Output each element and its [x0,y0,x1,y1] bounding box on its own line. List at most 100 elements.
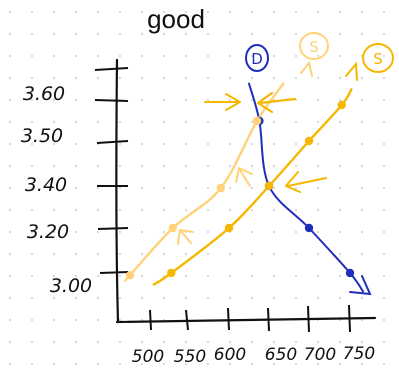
grid-dot [141,165,143,167]
grid-dot [9,275,11,277]
grid-dot [295,187,297,189]
grid-dot [383,165,385,167]
grid-dot [9,121,11,123]
grid-dot [163,55,165,57]
x-tick-mark [185,309,189,331]
demand-label-circle [245,44,269,72]
grid-dot [383,319,385,321]
grid-dot [295,297,297,299]
data-point [345,268,355,278]
grid-dot [383,55,385,57]
grid-dot [295,77,297,79]
grid-dot [185,99,187,101]
grid-dot [339,165,341,167]
grid-dot [361,33,363,35]
grid-dot [75,209,77,211]
x-tick-group: 500 550 600 650 700 750 [132,304,375,367]
grid-dot [295,55,297,57]
grid-dot [185,77,187,79]
grid-dot [53,297,55,299]
grid-dot [75,165,77,167]
grid-dot [185,121,187,123]
grid-dot [141,253,143,255]
y-tick-label: 3.60 [23,83,65,105]
grid-dot [295,33,297,35]
grid-dot [383,363,385,365]
grid-dot [119,77,121,79]
grid-dot [53,77,55,79]
grid-dot [317,55,319,57]
y-tick-mark [99,271,129,274]
grid-dot [9,77,11,79]
grid-dot [97,55,99,57]
grid-dot [361,319,363,321]
equilibrium-arrow-left-icon [204,93,241,111]
grid-dot [207,77,209,79]
grid-dot [361,209,363,211]
grid-dot [75,231,77,233]
grid-dot [141,11,143,13]
grid-dot [251,231,253,233]
grid-dot [185,187,187,189]
grid-dot [207,143,209,145]
grid-dot [383,121,385,123]
grid-dot [273,231,275,233]
grid-dot [9,99,11,101]
grid-dot [75,143,77,145]
arrowheads [300,60,372,296]
x-tick-label: 550 [174,347,206,367]
x-tick-label: 700 [304,345,336,365]
grid-dot [317,165,319,167]
grid-dot [141,33,143,35]
grid-dot [383,77,385,79]
grid-dot [273,341,275,343]
grid-dot [229,253,231,255]
grid-dot [163,297,165,299]
data-point [168,223,177,233]
grid-dot [75,275,77,277]
grid-dot [141,319,143,321]
grid-dot [229,165,231,167]
supply-light-label: S [309,38,319,56]
grid-dot [31,341,33,343]
grid-dot [317,209,319,211]
x-tick-label: 500 [132,347,164,367]
grid-dot [207,55,209,57]
grid-dot [119,33,121,35]
x-tick-label: 650 [265,345,297,365]
grid-dot [251,275,253,277]
grid-dot [339,253,341,255]
grid-dot [273,143,275,145]
grid-dot [75,11,77,13]
grid-dot [31,275,33,277]
grid-dot [163,99,165,101]
grid-dot [119,297,121,299]
grid-dot [273,253,275,255]
x-tick-mark [267,307,270,332]
grid-dot [97,121,99,123]
supply-label-circle [362,43,394,73]
grid-dot [361,341,363,343]
grid-dot [119,55,121,57]
grid-dot [9,165,11,167]
grid-dot [317,231,319,233]
grid-dot [229,363,231,365]
grid-dot [383,275,385,277]
grid-dot [185,11,187,13]
grid-dot [207,33,209,35]
grid-dot [339,297,341,299]
grid-dot [163,187,165,189]
grid-dot [207,99,209,101]
grid-dot [9,55,11,57]
grid-dot [97,319,99,321]
grid-dot [119,363,121,365]
grid-dot [75,33,77,35]
grid-dot [9,319,11,321]
data-point [167,268,176,278]
grid-dot [361,231,363,233]
grid-dot [119,319,121,321]
grid-dot [273,121,275,123]
grid-dot [339,363,341,365]
x-tick-mark [227,307,230,331]
grid-dot [53,231,55,233]
